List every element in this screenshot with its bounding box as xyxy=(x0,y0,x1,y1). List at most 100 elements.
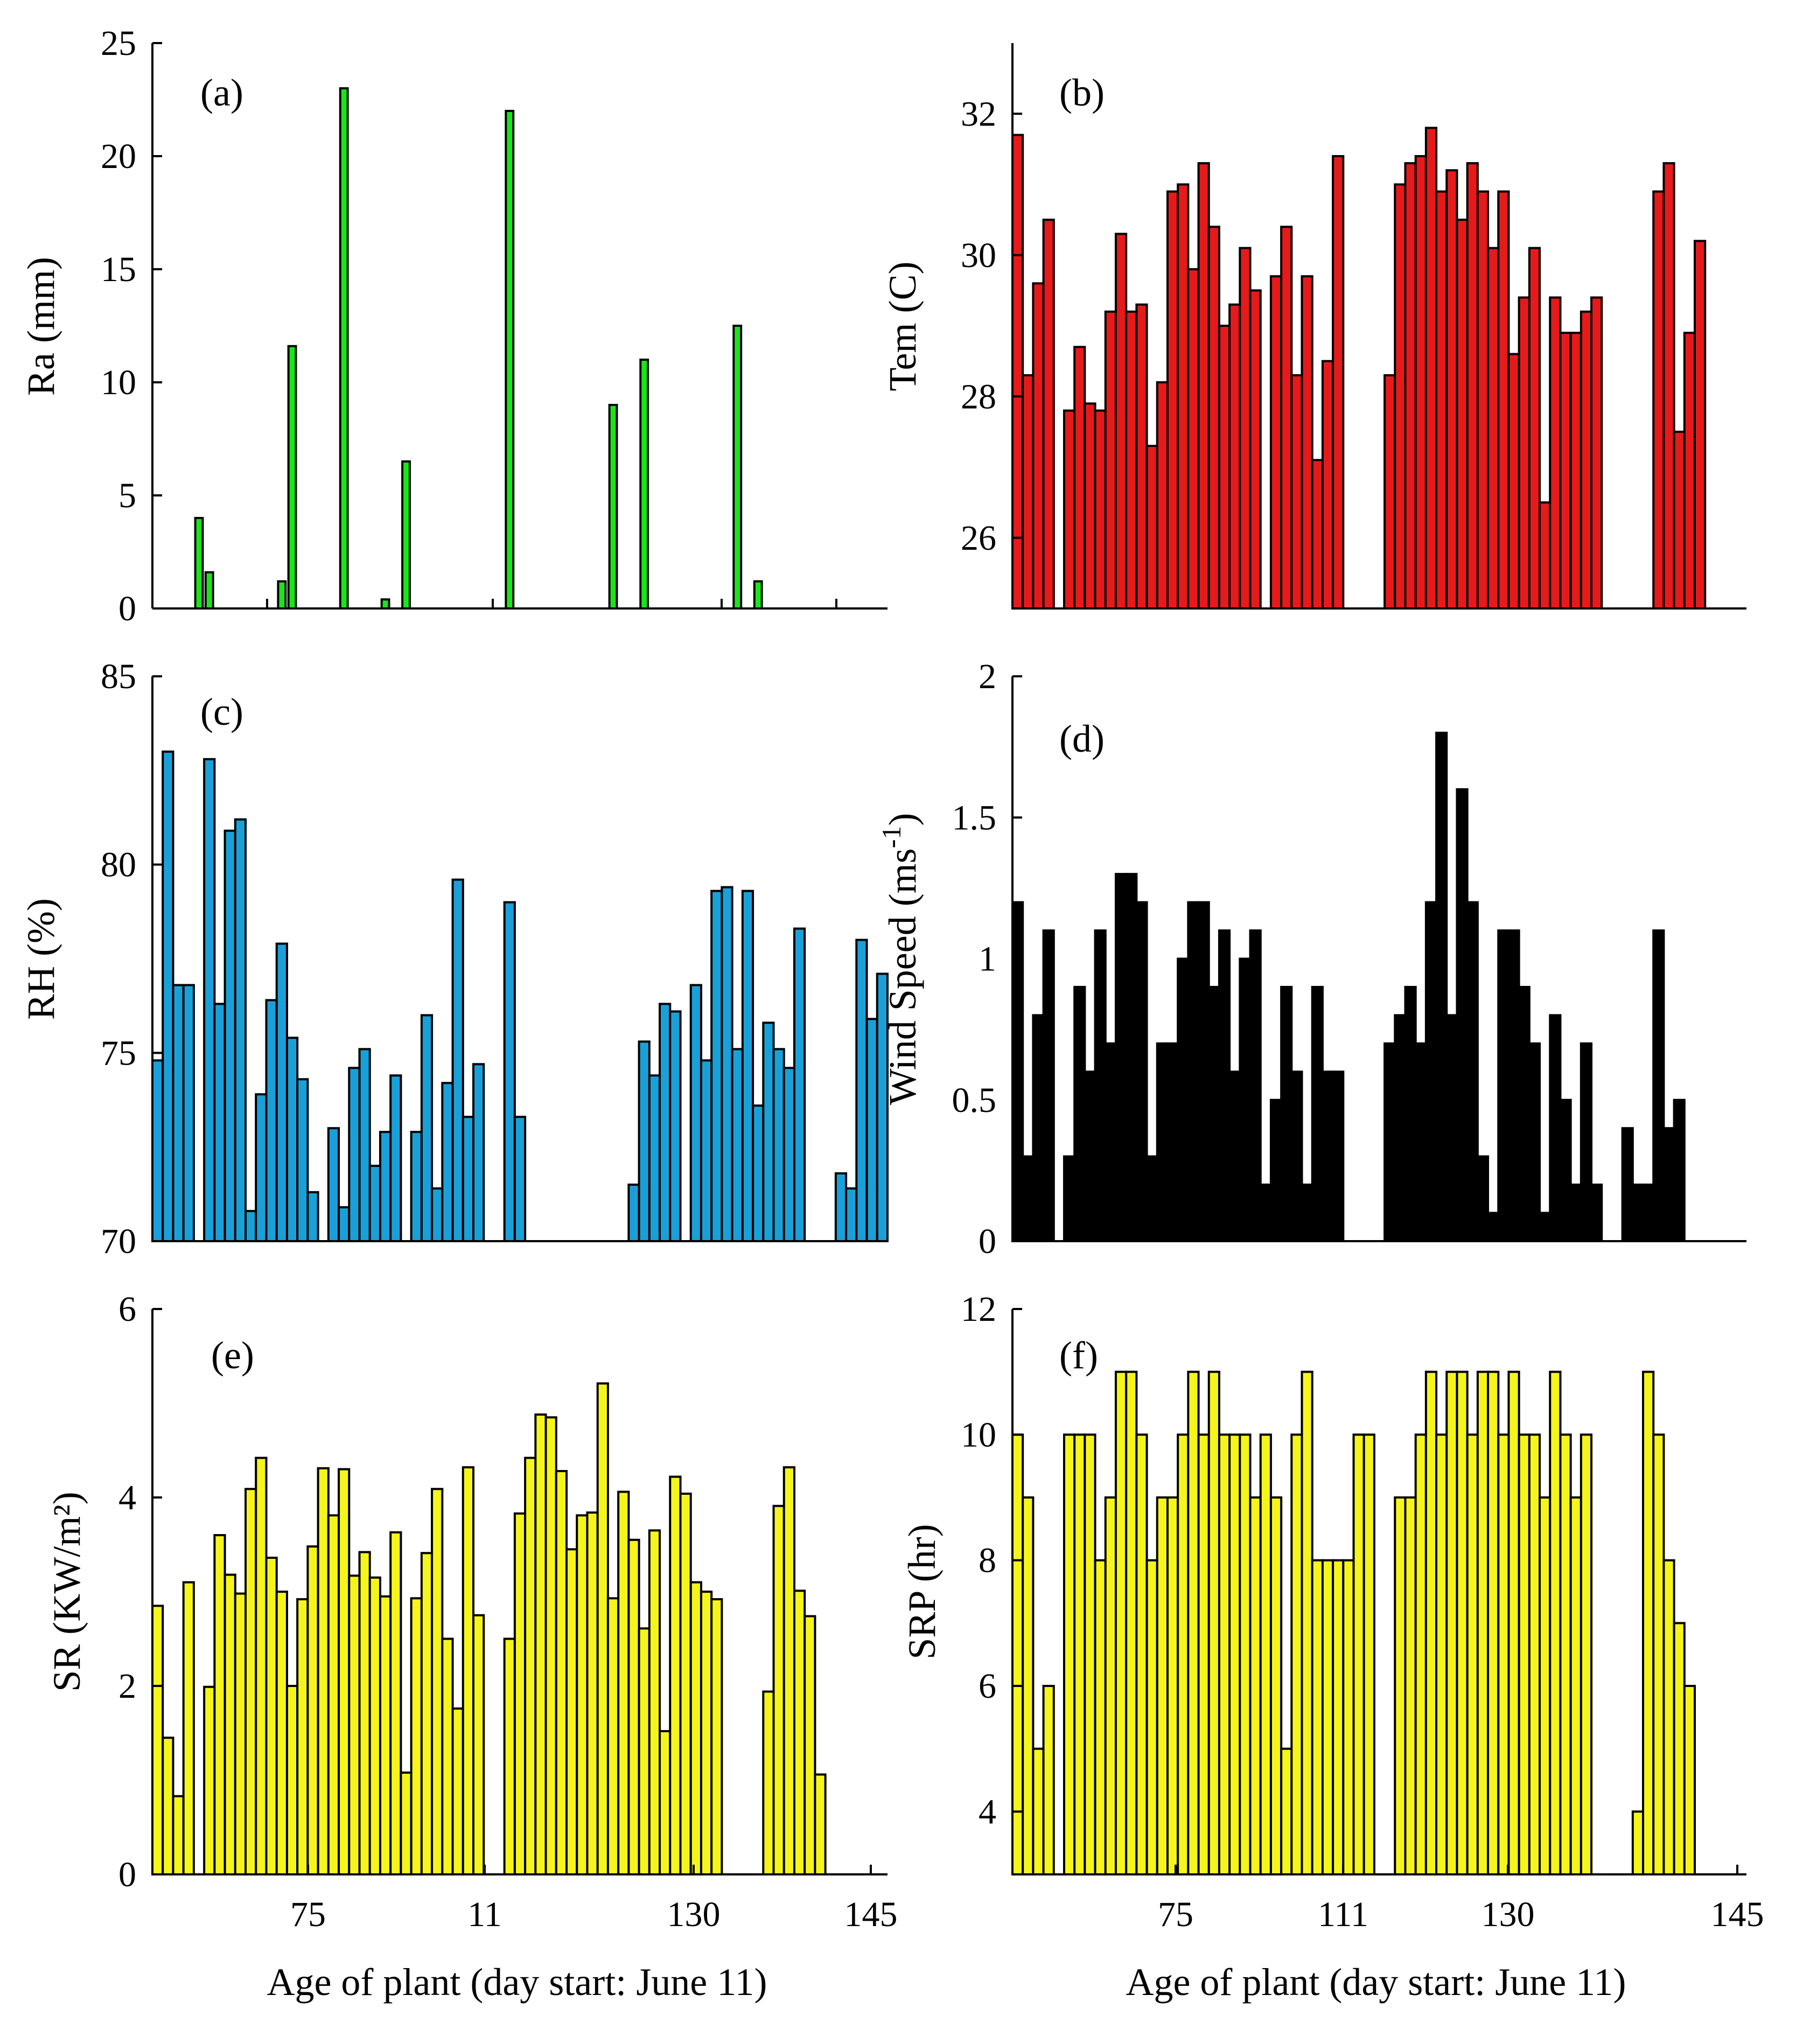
bar-c-20 xyxy=(358,1048,371,1242)
bar-d-45 xyxy=(1476,1155,1490,1242)
bar-d-12 xyxy=(1135,901,1148,1242)
bar-f-22 xyxy=(1239,1433,1252,1876)
bar-d-7 xyxy=(1084,1070,1096,1243)
bar-b-29 xyxy=(1311,459,1324,610)
bar-e-6 xyxy=(213,1534,226,1875)
bar-a-12 xyxy=(277,580,287,610)
bar-d-61 xyxy=(1642,1184,1655,1243)
bar-e-28 xyxy=(441,1637,454,1875)
bar-b-17 xyxy=(1187,268,1200,610)
bar-c-62 xyxy=(793,927,806,1243)
bar-d-54 xyxy=(1569,1184,1582,1243)
bar-d-28 xyxy=(1301,1184,1313,1243)
bar-b-16 xyxy=(1177,183,1190,610)
bar-b-52 xyxy=(1549,296,1562,610)
bar-d-0 xyxy=(1011,901,1024,1242)
bar-f-31 xyxy=(1332,1559,1345,1875)
bar-d-15 xyxy=(1166,1042,1179,1242)
bar-a-56 xyxy=(732,325,743,610)
bar-e-17 xyxy=(327,1514,340,1875)
bar-a-44 xyxy=(608,404,618,610)
bar-f-12 xyxy=(1135,1433,1148,1876)
yticks-c: 70 75 80 85 xyxy=(101,657,162,1261)
bar-e-25 xyxy=(410,1597,423,1875)
bar-b-42 xyxy=(1445,169,1458,610)
bar-d-59 xyxy=(1621,1127,1634,1242)
bar-b-2 xyxy=(1032,282,1045,610)
bar-d-20 xyxy=(1218,929,1231,1243)
bar-f-46 xyxy=(1487,1370,1500,1875)
bar-b-30 xyxy=(1321,360,1334,610)
bar-d-8 xyxy=(1094,929,1107,1243)
bar-f-51 xyxy=(1539,1496,1552,1875)
bar-f-21 xyxy=(1228,1433,1241,1876)
panel-f-sunshine-period: 4 6 8 10 12 75 111 130 145 (f) SRP (hr) Age of … xyxy=(900,1290,1764,2004)
bar-b-21 xyxy=(1228,303,1241,610)
panel-c-relative-humidity: 70 75 80 85 (c) RH (%) xyxy=(19,657,889,1261)
bar-c-14 xyxy=(296,1078,309,1243)
ytick-label-b-1: 28 xyxy=(961,377,996,416)
bar-c-17 xyxy=(327,1127,340,1242)
bar-a-4 xyxy=(194,517,204,610)
bar-b-64 xyxy=(1673,430,1686,610)
bar-e-41 xyxy=(576,1514,589,1875)
bar-e-31 xyxy=(472,1614,485,1875)
bar-e-16 xyxy=(317,1467,330,1875)
bar-b-15 xyxy=(1166,190,1179,610)
bar-a-5 xyxy=(204,571,214,610)
bar-e-27 xyxy=(431,1488,444,1875)
bar-b-66 xyxy=(1694,240,1707,610)
ytick-label-f-4: 12 xyxy=(961,1290,996,1329)
bar-a-13 xyxy=(287,345,297,610)
bar-d-38 xyxy=(1404,985,1417,1242)
bar-b-62 xyxy=(1652,190,1665,610)
bar-e-38 xyxy=(544,1416,557,1875)
bar-d-13 xyxy=(1145,1155,1158,1242)
bar-a-24 xyxy=(401,460,411,610)
bar-e-62 xyxy=(793,1590,806,1875)
bar-c-54 xyxy=(710,890,723,1242)
bar-f-9 xyxy=(1104,1496,1117,1875)
bar-f-17 xyxy=(1187,1370,1200,1875)
bar-e-19 xyxy=(348,1574,361,1875)
bar-e-12 xyxy=(275,1591,288,1875)
yticks-d: 0 0.5 1 1.5 2 xyxy=(952,657,1022,1261)
bar-d-1 xyxy=(1022,1155,1035,1242)
bar-b-25 xyxy=(1269,275,1283,610)
bar-b-56 xyxy=(1590,296,1603,610)
bar-e-45 xyxy=(617,1490,630,1875)
bar-e-63 xyxy=(803,1615,816,1875)
bar-b-7 xyxy=(1084,402,1096,610)
panel-label-c: (c) xyxy=(200,690,243,733)
yticks-a: 0 5 10 15 20 25 xyxy=(101,24,162,628)
bar-b-45 xyxy=(1476,190,1490,610)
bar-b-40 xyxy=(1424,127,1438,610)
bar-b-43 xyxy=(1456,219,1469,610)
bar-f-25 xyxy=(1269,1496,1283,1875)
bar-c-25 xyxy=(410,1131,423,1242)
bar-f-55 xyxy=(1580,1433,1593,1876)
bar-f-64 xyxy=(1673,1622,1686,1876)
bar-c-15 xyxy=(306,1191,319,1243)
bar-c-10 xyxy=(255,1093,268,1242)
bar-f-18 xyxy=(1197,1433,1210,1876)
bar-e-42 xyxy=(586,1511,599,1875)
xticks-f: 75 111 130 145 xyxy=(1158,1865,1764,1934)
yticks-e: 0 2 4 6 xyxy=(118,1290,162,1894)
ytick-label-f-0: 4 xyxy=(979,1792,996,1831)
bar-c-8 xyxy=(234,818,247,1242)
bar-a-18 xyxy=(339,87,349,610)
bar-d-40 xyxy=(1424,901,1438,1242)
panel-label-a: (a) xyxy=(200,71,243,114)
bar-b-27 xyxy=(1290,374,1303,610)
bar-b-14 xyxy=(1156,381,1169,610)
bar-b-6 xyxy=(1073,346,1086,610)
bar-b-10 xyxy=(1114,233,1128,610)
bar-e-44 xyxy=(606,1597,620,1875)
bar-e-1 xyxy=(162,1737,174,1875)
bar-b-28 xyxy=(1301,275,1313,610)
panel-label-d: (d) xyxy=(1059,717,1105,760)
bar-e-9 xyxy=(244,1488,257,1875)
bar-e-53 xyxy=(700,1591,713,1875)
bar-e-49 xyxy=(659,1730,672,1875)
